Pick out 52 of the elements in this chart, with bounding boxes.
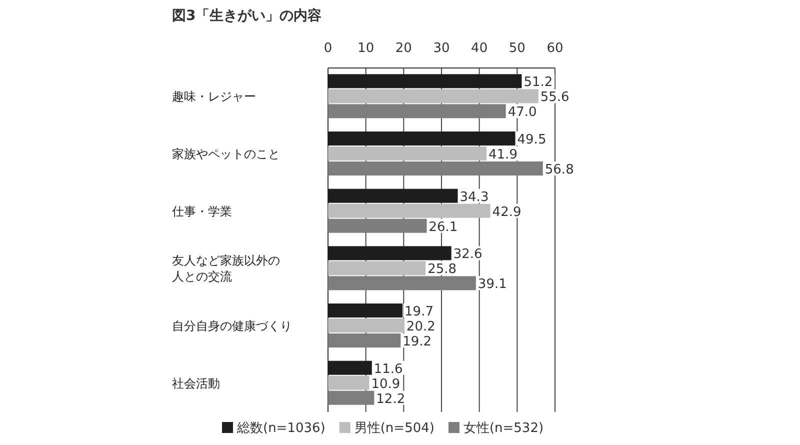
x-tick-label: 0: [324, 41, 332, 56]
y-tick-label: 趣味・レジャー: [172, 90, 256, 104]
data-label: 55.6: [540, 90, 570, 106]
data-label: 19.7: [404, 304, 434, 320]
x-tick-label: 10: [358, 41, 374, 56]
bar: [328, 246, 452, 260]
data-label: 10.9: [371, 376, 400, 392]
bar: [328, 304, 403, 318]
y-tick-label: 友人など家族以外の人との交流: [172, 254, 280, 284]
data-label: 51.2: [524, 75, 553, 90]
x-tick-label: 30: [433, 41, 450, 56]
data-label: 39.1: [478, 277, 507, 292]
legend-label: 総数(n=1036): [236, 421, 326, 436]
legend-label: 男性(n=504): [354, 421, 434, 436]
bar: [328, 146, 487, 160]
y-tick-label: 自分自身の健康づくり: [172, 319, 292, 333]
bar: [328, 204, 490, 218]
bar: [328, 188, 458, 203]
x-tick-label: 60: [546, 41, 564, 56]
bar: [328, 261, 426, 276]
data-label: 26.1: [428, 220, 458, 235]
x-tick-label: 40: [471, 41, 488, 56]
data-label: 34.3: [460, 190, 489, 205]
data-label: 42.9: [492, 204, 522, 220]
data-label: 56.8: [544, 162, 574, 178]
data-label: 25.8: [428, 262, 457, 278]
bar: [328, 162, 543, 176]
bar: [328, 218, 427, 233]
bar: [328, 276, 476, 290]
bar: [328, 104, 506, 118]
data-label: 41.9: [488, 148, 518, 162]
data-label: 47.0: [508, 105, 537, 120]
data-label: 12.2: [376, 392, 406, 407]
bar: [328, 334, 401, 348]
bar: [328, 360, 372, 375]
bar: [328, 132, 516, 146]
chart-title: 図3「生きがい」の内容: [172, 7, 322, 24]
x-tick-label: 20: [395, 41, 412, 56]
bar: [328, 318, 404, 332]
data-label: 20.2: [406, 320, 436, 334]
bar: [328, 89, 538, 104]
data-label: 32.6: [453, 247, 482, 262]
bar: [328, 390, 374, 405]
y-tick-label: 社会活動: [172, 376, 220, 390]
y-tick-label: 家族やペットのこと: [172, 147, 280, 161]
y-tick-label: 仕事・学業: [171, 204, 232, 218]
legend-label: 女性(n=532): [463, 421, 544, 436]
data-label: 11.6: [374, 362, 403, 377]
data-label: 19.2: [402, 334, 432, 350]
x-tick-label: 50: [508, 41, 526, 56]
bar: [328, 74, 522, 88]
data-label: 49.5: [517, 132, 546, 148]
